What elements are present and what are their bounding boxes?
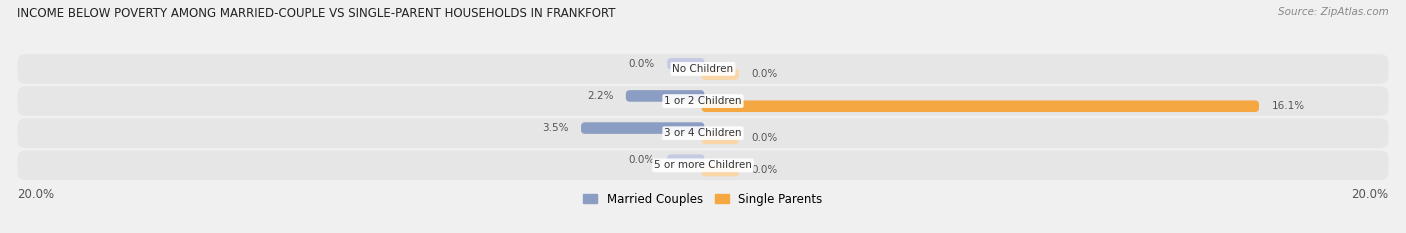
FancyBboxPatch shape bbox=[702, 68, 738, 80]
Text: 0.0%: 0.0% bbox=[751, 165, 778, 175]
FancyBboxPatch shape bbox=[17, 151, 1389, 180]
FancyBboxPatch shape bbox=[702, 165, 738, 176]
Text: 0.0%: 0.0% bbox=[628, 59, 655, 69]
FancyBboxPatch shape bbox=[17, 118, 1389, 148]
Text: 0.0%: 0.0% bbox=[751, 69, 778, 79]
Text: INCOME BELOW POVERTY AMONG MARRIED-COUPLE VS SINGLE-PARENT HOUSEHOLDS IN FRANKFO: INCOME BELOW POVERTY AMONG MARRIED-COUPL… bbox=[17, 7, 616, 20]
Text: 20.0%: 20.0% bbox=[1351, 188, 1389, 202]
FancyBboxPatch shape bbox=[581, 122, 704, 134]
Text: 3.5%: 3.5% bbox=[543, 123, 568, 133]
Text: 0.0%: 0.0% bbox=[628, 155, 655, 165]
FancyBboxPatch shape bbox=[17, 86, 1389, 116]
FancyBboxPatch shape bbox=[668, 154, 704, 166]
Text: 1 or 2 Children: 1 or 2 Children bbox=[664, 96, 742, 106]
Text: 0.0%: 0.0% bbox=[751, 133, 778, 143]
Text: 16.1%: 16.1% bbox=[1271, 101, 1305, 111]
FancyBboxPatch shape bbox=[668, 58, 704, 70]
Legend: Married Couples, Single Parents: Married Couples, Single Parents bbox=[579, 188, 827, 210]
Text: 3 or 4 Children: 3 or 4 Children bbox=[664, 128, 742, 138]
FancyBboxPatch shape bbox=[702, 133, 738, 144]
Text: 20.0%: 20.0% bbox=[17, 188, 55, 202]
FancyBboxPatch shape bbox=[17, 54, 1389, 84]
Text: 2.2%: 2.2% bbox=[586, 91, 613, 101]
Text: No Children: No Children bbox=[672, 64, 734, 74]
FancyBboxPatch shape bbox=[626, 90, 704, 102]
Text: 5 or more Children: 5 or more Children bbox=[654, 160, 752, 170]
FancyBboxPatch shape bbox=[702, 100, 1258, 112]
Text: Source: ZipAtlas.com: Source: ZipAtlas.com bbox=[1278, 7, 1389, 17]
